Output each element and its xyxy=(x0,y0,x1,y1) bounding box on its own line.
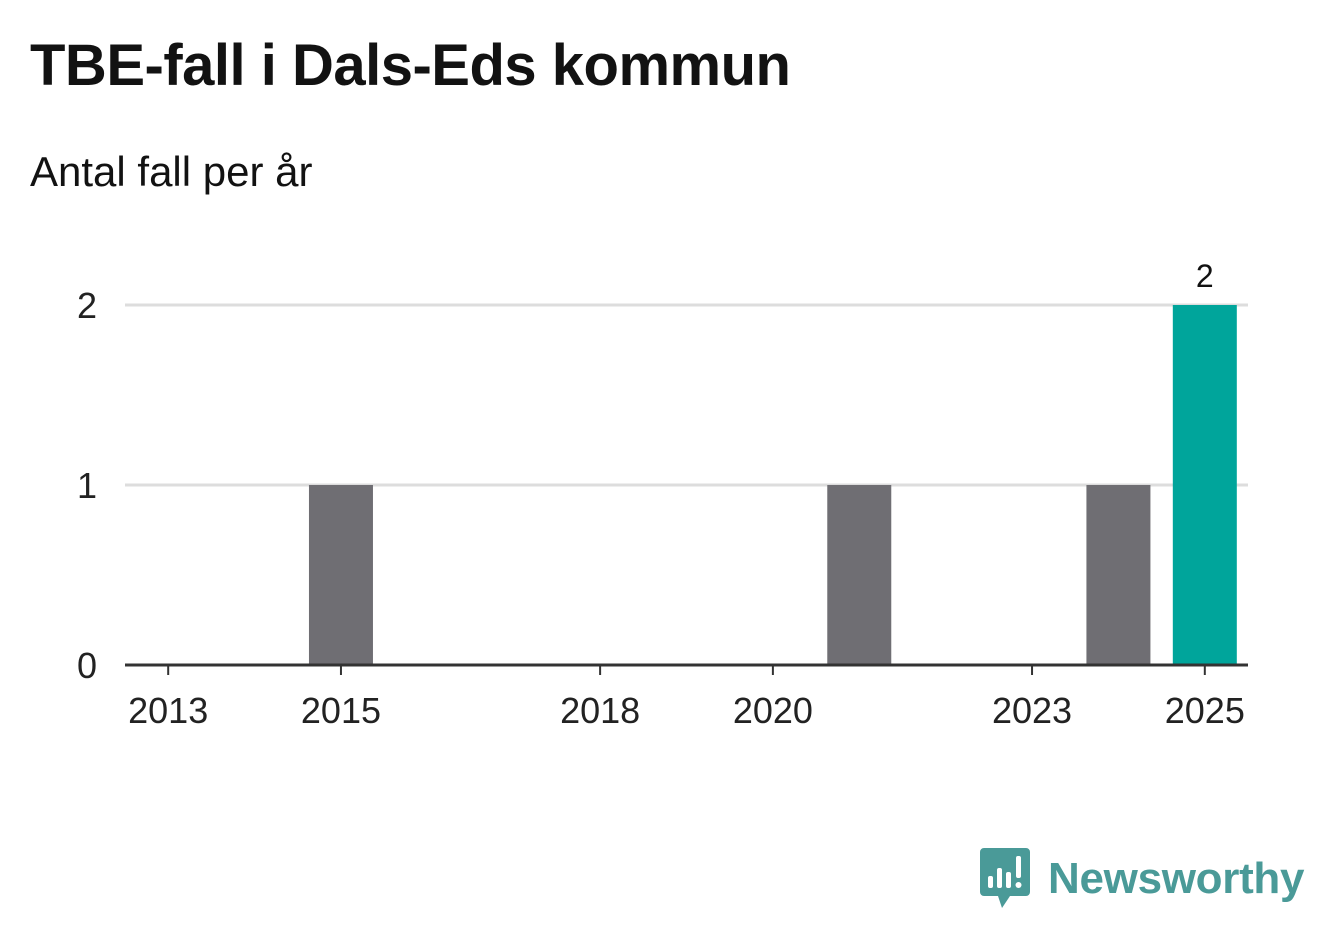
y-tick-label-1: 1 xyxy=(77,465,97,506)
bar-2025 xyxy=(1172,305,1237,665)
x-tick-label-2018: 2018 xyxy=(560,690,640,731)
bar-chart: 0 1 2 2013 2015 2018 2020 2023 2025 2 xyxy=(77,258,1248,731)
data-label-2025: 2 xyxy=(1196,258,1214,294)
y-tick-label-0: 0 xyxy=(77,645,97,686)
brand-logo: Newsworthy xyxy=(980,848,1304,910)
bar-2021 xyxy=(827,485,892,665)
brand-name: Newsworthy xyxy=(1048,854,1305,903)
y-tick-label-2: 2 xyxy=(77,285,97,326)
x-tick-label-2020: 2020 xyxy=(733,690,813,731)
x-tick-label-2025: 2025 xyxy=(1165,690,1245,731)
x-tick-label-2013: 2013 xyxy=(128,690,208,731)
bar-2015 xyxy=(308,485,373,665)
x-tick-label-2015: 2015 xyxy=(301,690,381,731)
bar-2024 xyxy=(1086,485,1151,665)
chart-title: TBE-fall i Dals-Eds kommun xyxy=(30,33,791,98)
newsworthy-logo-icon xyxy=(980,848,1030,908)
chart-subtitle: Antal fall per år xyxy=(30,148,313,195)
x-tick-label-2023: 2023 xyxy=(992,690,1072,731)
